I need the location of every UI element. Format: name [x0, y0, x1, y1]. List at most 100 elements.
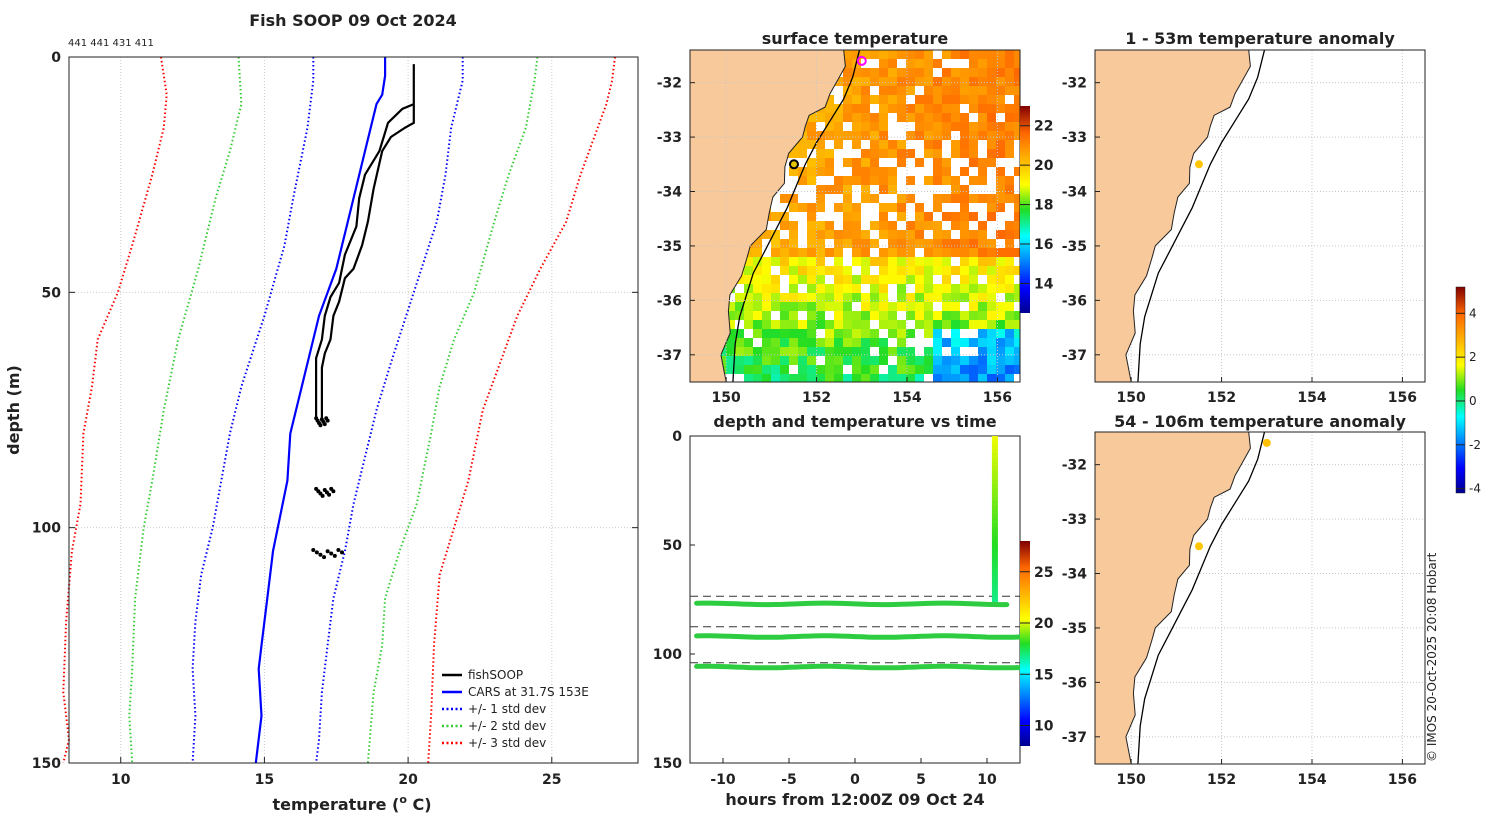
sst-cell [1005, 293, 1014, 302]
sst-cell [969, 239, 978, 248]
sst-cell [879, 203, 888, 212]
sst-cell [789, 275, 798, 284]
profile-ytick-label: 100 [32, 521, 61, 537]
sst-cell [771, 374, 780, 382]
timeseries-cast-segment [991, 540, 998, 546]
sst-cell [744, 347, 753, 356]
sst-cell [861, 275, 870, 284]
sst-cell [924, 284, 933, 293]
sst-cell [843, 347, 852, 356]
sst-cell [825, 365, 834, 374]
sst-cell [825, 356, 834, 365]
timeseries-ytick-label: 150 [653, 756, 682, 772]
sst-cell [933, 374, 942, 382]
sst-cell [933, 230, 942, 239]
sst-cell [753, 257, 762, 266]
sst-cell [978, 77, 987, 86]
sst-cell [969, 59, 978, 68]
sst-marker [856, 55, 867, 66]
sst-cell [906, 50, 915, 59]
sst-cell [996, 356, 1005, 365]
sst-cell [870, 95, 879, 104]
sst-cell [987, 113, 996, 122]
sst-cell [807, 320, 816, 329]
sst-cell [771, 356, 780, 365]
sst-cell [969, 293, 978, 302]
sst-cell [906, 311, 915, 320]
timeseries-cast-segment [991, 558, 998, 563]
sst-cell [825, 131, 834, 140]
sst-cell [897, 158, 906, 167]
sst-cell [1005, 86, 1014, 95]
anom1-ytick-label: -32 [1062, 76, 1087, 92]
timeseries-cast-segment [991, 597, 998, 603]
sst-cell [798, 302, 807, 311]
sst-cell [987, 257, 996, 266]
sst-cell [906, 131, 915, 140]
sst-cell [1014, 284, 1020, 293]
sst-cell [978, 356, 987, 365]
sst-cell [879, 176, 888, 185]
sst-cell [798, 374, 807, 382]
sst-cell [933, 158, 942, 167]
sst-cell [852, 140, 861, 149]
sst-cell [951, 239, 960, 248]
sst-cell [897, 374, 906, 382]
profile-title: Fish SOOP 09 Oct 2024 [249, 11, 457, 30]
timeseries-xtick-label: -10 [710, 772, 736, 788]
sst-cell [924, 275, 933, 284]
sst-cell [807, 212, 816, 221]
sst-cell [762, 284, 771, 293]
sst-cell [942, 230, 951, 239]
sst-cell [888, 320, 897, 329]
sst-cell [987, 365, 996, 374]
sst-cell [969, 230, 978, 239]
sst-cell [780, 266, 789, 275]
sst-cell [852, 158, 861, 167]
anom2-xtick-label: 150 [1117, 772, 1146, 788]
sst-cell [870, 374, 879, 382]
sst-cell [951, 347, 960, 356]
timeseries-cast-segment [991, 475, 998, 481]
sst-cell [726, 302, 735, 311]
sst-cell [996, 311, 1005, 320]
sst-cell [1005, 185, 1014, 194]
sst-cell [960, 68, 969, 77]
timeseries-cast-segment [991, 466, 998, 472]
sst-cell [915, 77, 924, 86]
sst-cell [798, 365, 807, 374]
sst-cell [825, 95, 834, 104]
legend-fish: fishSOOP [468, 668, 523, 682]
sst-cell [933, 176, 942, 185]
sst-cell [942, 293, 951, 302]
sst-cell [834, 320, 843, 329]
sst-cell [744, 311, 753, 320]
sst-cell [879, 113, 888, 122]
sst-cell [834, 347, 843, 356]
profile-sample-point [327, 492, 332, 497]
sst-cell [843, 212, 852, 221]
sst-cell [906, 293, 915, 302]
sst-cell [996, 203, 1005, 212]
sst-cell [987, 95, 996, 104]
sst-cell [906, 77, 915, 86]
timeseries-cast-segment [991, 566, 998, 572]
sst-cell [888, 275, 897, 284]
sst-cell [879, 131, 888, 140]
sst-cell [1014, 230, 1020, 239]
sst-cell [834, 365, 843, 374]
timeseries-cast-segment [991, 492, 998, 498]
sst-cell [942, 365, 951, 374]
profile-sample-point [325, 418, 330, 423]
sst-cell [753, 275, 762, 284]
sst-cell [933, 104, 942, 113]
sst-cell [960, 167, 969, 176]
sst-cell [807, 239, 816, 248]
sst-ytick-label: -37 [657, 348, 682, 364]
sst-cell [942, 284, 951, 293]
sst-cell [1005, 149, 1014, 158]
sst-cell [870, 176, 879, 185]
sst-cell [1014, 167, 1020, 176]
sst-cell [960, 149, 969, 158]
sst-cell [987, 212, 996, 221]
